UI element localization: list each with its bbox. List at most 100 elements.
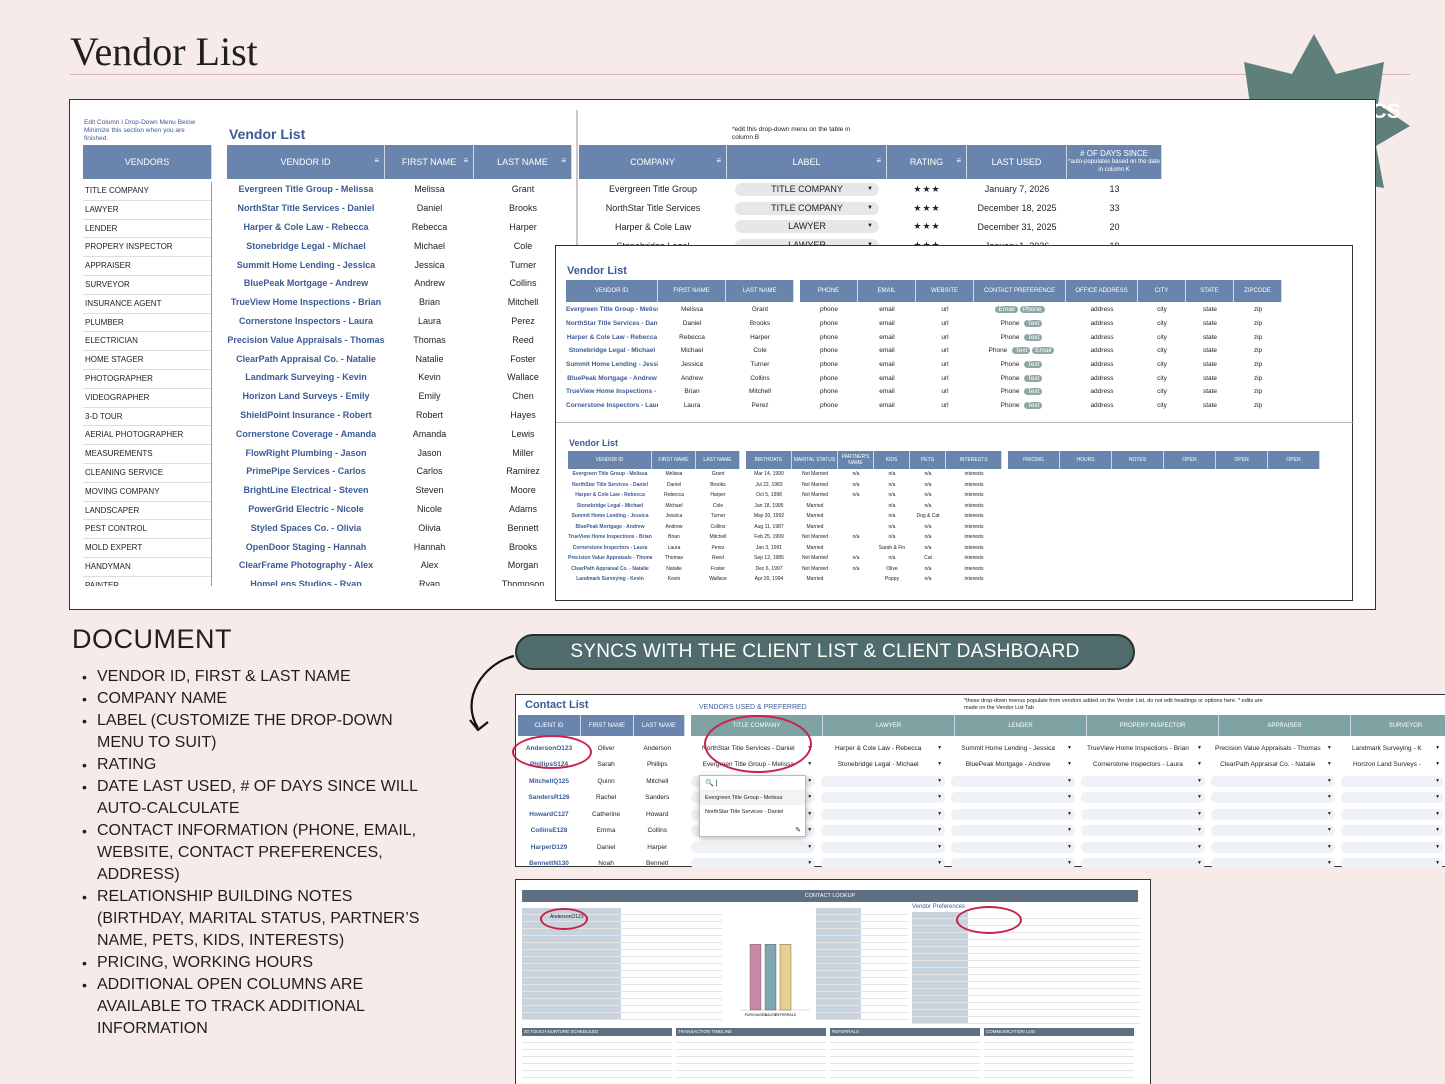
table-cell[interactable]: ▼ [1338,792,1445,804]
table-cell[interactable]: ▼ [818,792,948,804]
table-cell[interactable]: Precision Value Appraisals - Thomas ▼ [1208,742,1338,754]
column-header[interactable]: BIRTHDATE [746,451,792,469]
table-row[interactable]: Harper & Cole Law - Rebecca Rebecca Harper… [566,330,1346,344]
contact-pref-chip[interactable]: Text [1024,388,1043,396]
column-header[interactable]: CONTACT PREFERENCE [974,280,1066,302]
table-cell[interactable]: ▼ [1208,808,1338,820]
table-row[interactable]: BennettN130 Noah Bennett ▼ ▼ ▼ ▼ ▼ ▼ [518,856,1445,868]
table-cell[interactable]: ▼ [948,825,1078,837]
vendor-type-item[interactable]: VIDEOGRAPHER [83,389,211,408]
contact-pref-chip[interactable]: Text [1024,402,1043,410]
column-header[interactable]: OPEN [1268,451,1320,469]
table-cell[interactable]: ▼ [1208,825,1338,837]
table-row[interactable]: Cornerstone Inspectors - Laura Laura Perez… [568,543,1348,554]
dropdown-option[interactable]: Evergreen Title Group - Melissa [700,791,805,805]
column-header[interactable]: WEBSITE [916,280,974,302]
table-row[interactable]: Evergreen Title Group - Melissa Melissa Gr… [566,303,1346,317]
table-row[interactable]: Stonebridge Legal - Michael Michael Cole ph… [566,344,1346,358]
vendor-dropdown[interactable]: ▼ [691,858,816,868]
table-row[interactable]: Cornerstone Inspectors - Laura Laura Perez… [566,399,1346,413]
table-cell[interactable]: ClearPath Appraisal Co. - Natalie ▼ [1208,759,1338,771]
column-header[interactable]: EMAIL [858,280,916,302]
vendor-dropdown[interactable]: ▼ [821,858,946,868]
table-cell[interactable]: ▼ [1208,858,1338,868]
table-row[interactable]: Evergreen Title Group - Melissa Melissa Gr… [568,469,1348,480]
vendor-dropdown-popup[interactable]: 🔍 | Evergreen Title Group - Melissa Nort… [699,775,806,837]
table-row[interactable]: NorthStar Title Services - Daniel Daniel B… [227,199,1164,218]
table-row[interactable]: Evergreen Title Group - Melissa Melissa Gr… [227,180,1164,199]
contact-pref-chip[interactable]: Text [1024,374,1043,382]
column-header[interactable]: MARITAL STATUS [792,451,838,469]
table-cell[interactable]: ▼ [818,808,948,820]
table-row[interactable]: Harper & Cole Law - Rebecca Rebecca Harper… [568,490,1348,501]
table-cell[interactable]: ▼ [1338,808,1445,820]
table-cell[interactable]: ▼ [1078,792,1208,804]
column-header[interactable]: LAST NAME [634,715,685,736]
vendor-dropdown[interactable]: ClearPath Appraisal Co. - Natalie ▼ [1210,759,1335,771]
filter-icon[interactable]: ≡ [374,156,379,165]
table-row[interactable]: CollinsE128 Emma Collins ▼ ▼ ▼ ▼ ▼ ▼ [518,823,1445,840]
vendor-dropdown[interactable]: ▼ [1081,841,1205,853]
column-header[interactable]: PETS [910,451,946,469]
contact-pref-chip[interactable]: Phone [1000,388,1020,396]
table-row[interactable]: BluePeak Mortgage - Andrew Andrew Collins p… [566,371,1346,385]
table-row[interactable]: PhillipsS124 Sarah Phillips Evergreen Title… [518,757,1445,774]
table-row[interactable]: Summit Home Lending - Jessica Jessica Turn… [227,255,1164,274]
filter-icon[interactable]: ≡ [716,156,721,165]
vendor-type-item[interactable]: PAINTER [83,577,211,586]
filter-icon[interactable]: ≡ [561,156,566,165]
table-row[interactable]: Stonebridge Legal - Michael Michael Cole Ja… [568,501,1348,512]
table-row[interactable]: NorthStar Title Services - Daniel Daniel B… [566,317,1346,331]
vendor-type-item[interactable]: LANDSCAPER [83,502,211,521]
table-cell[interactable]: ▼ [1208,841,1338,853]
filter-icon[interactable]: ≡ [956,156,961,165]
vendor-dropdown[interactable]: ▼ [1210,825,1335,837]
table-cell[interactable]: TITLE COMPANY ▼ [727,201,887,215]
table-row[interactable]: PrimePipe Services - Carlos Carlos Ramirez [227,462,1164,481]
contact-pref-chip[interactable]: Email [1032,347,1055,355]
table-row[interactable]: BluePeak Mortgage - Andrew Andrew Collins [227,274,1164,293]
table-row[interactable]: BluePeak Mortgage - Andrew Andrew Collins A… [568,522,1348,533]
column-header[interactable]: INTERESTS [946,451,1002,469]
vendor-dropdown[interactable]: ▼ [1210,808,1335,820]
table-row[interactable]: Horizon Land Surveys - Emily Emily Chen [227,387,1164,406]
vendor-dropdown[interactable]: ▼ [691,841,816,853]
table-cell[interactable]: ▼ [1208,775,1338,787]
table-row[interactable]: HowardC127 Catherine Howard ▼ ▼ ▼ ▼ ▼ ▼ [518,806,1445,823]
table-row[interactable]: Landmark Surveying - Kevin Kevin Wallace Ap… [568,574,1348,585]
table-cell[interactable]: ▼ [688,841,818,853]
table-row[interactable]: TrueView Home Inspections - Brian Brian Mi… [568,532,1348,543]
contact-pref-chip[interactable]: Phone [1000,402,1020,410]
table-cell[interactable]: ▼ [1078,825,1208,837]
column-header[interactable]: ZIPCODE [1234,280,1282,302]
vendor-dropdown[interactable]: ▼ [951,858,1075,868]
dropdown-option[interactable]: NorthStar Title Services - Daniel [705,809,784,815]
table-cell[interactable]: BluePeak Mortgage - Andrew ▼ [948,759,1078,771]
vendor-type-item[interactable]: CLEANING SERVICE [83,464,211,483]
table-cell[interactable]: LAWYER▼ [727,220,887,234]
table-row[interactable]: ClearPath Appraisal Co. - Natalie Natalie… [227,349,1164,368]
vendor-type-item[interactable]: MOVING COMPANY [83,483,211,502]
table-row[interactable]: NorthStar Title Services - Daniel Daniel B… [568,480,1348,491]
contact-pref-chip[interactable]: Phone [1000,333,1020,341]
vendor-type-item[interactable]: HOME STAGER [83,351,211,370]
vendor-dropdown[interactable]: ▼ [1340,808,1444,820]
vendor-dropdown[interactable]: Landmark Surveying - K ▼ [1340,742,1444,754]
column-header[interactable]: CITY [1138,280,1186,302]
column-header[interactable]: # OF DAYS SINCE *auto-populates based on … [1067,145,1162,179]
vendor-dropdown[interactable]: ▼ [1340,841,1444,853]
table-row[interactable]: Summit Home Lending - Jessica Jessica Turn… [568,511,1348,522]
vendor-dropdown[interactable]: ▼ [821,825,946,837]
label-dropdown[interactable]: LAWYER▼ [735,220,879,234]
table-cell[interactable]: ▼ [818,858,948,868]
vendor-dropdown[interactable]: BluePeak Mortgage - Andrew ▼ [951,759,1075,771]
vendor-dropdown[interactable]: ▼ [821,792,946,804]
contact-pref-chip[interactable]: Phone [988,347,1008,355]
table-cell[interactable]: ▼ [1338,825,1445,837]
vendor-dropdown[interactable]: TrueView Home Inspections - Brian ▼ [1081,742,1205,754]
vendor-type-item[interactable]: PROPERY INSPECTOR [83,238,211,258]
table-row[interactable]: Styled Spaces Co. - Olivia Olivia Bennett [227,518,1164,537]
vendor-dropdown[interactable]: ▼ [1081,775,1205,787]
vendor-dropdown[interactable]: ▼ [1081,792,1205,804]
contact-pref-chip[interactable]: Email [995,306,1018,314]
